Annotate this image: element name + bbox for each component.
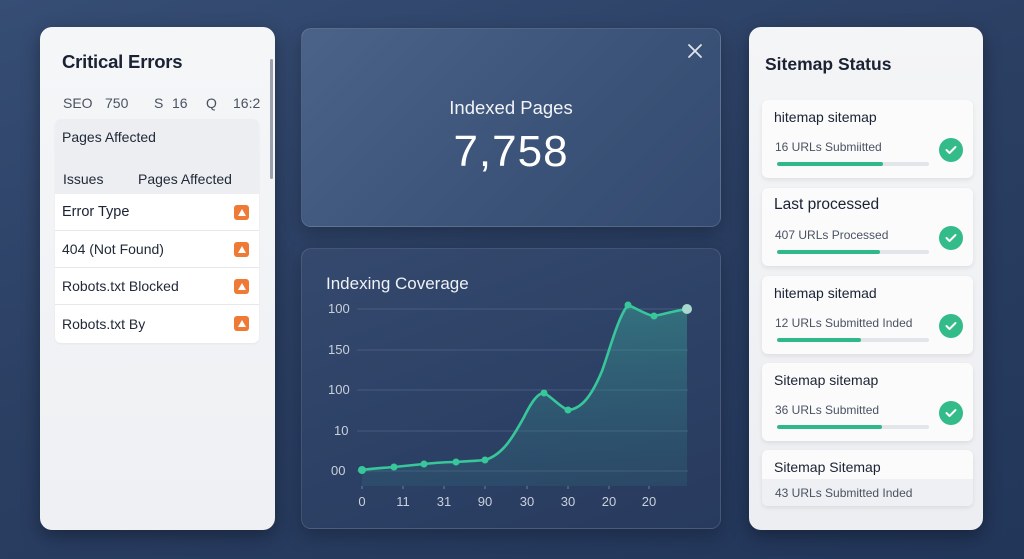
warning-icon xyxy=(234,316,249,331)
sitemap-item[interactable]: Sitemap sitemap 36 URLs Submitted xyxy=(762,363,973,441)
x-tick: 30 xyxy=(560,494,576,509)
table-row[interactable]: Robots.txt By xyxy=(55,305,259,342)
y-tick: 10 xyxy=(334,423,349,438)
indexing-coverage-card: Indexing Coverage xyxy=(301,248,721,529)
sitemap-name: hitemap sitemap xyxy=(774,109,877,125)
table-row[interactable]: 404 (Not Found) xyxy=(55,231,259,268)
data-points xyxy=(358,301,692,474)
table-header: Pages Affected Issues Pages Affected xyxy=(55,119,259,194)
y-tick: 100 xyxy=(328,301,350,316)
check-icon xyxy=(939,138,963,162)
sitemap-name: Sitemap sitemap xyxy=(774,372,879,388)
sitemap-meta: 36 URLs Submitted xyxy=(775,403,880,417)
row-label: Robots.txt By xyxy=(62,315,146,332)
stat-value: 750 xyxy=(105,95,129,111)
sitemap-meta: 407 URLs Processed xyxy=(775,228,889,242)
panel-title: Sitemap Status xyxy=(765,54,892,74)
y-tick: 150 xyxy=(328,342,350,357)
row-label: Robots.txt Blocked xyxy=(62,278,179,294)
check-icon xyxy=(939,401,963,425)
panel-title: Critical Errors xyxy=(62,51,183,72)
x-tick: 0 xyxy=(358,494,366,509)
chart-title: Indexing Coverage xyxy=(326,274,469,293)
stat-value: 16 xyxy=(172,95,188,111)
sitemap-item[interactable]: hitemap sitemap 16 URLs Submiitted xyxy=(762,100,973,178)
stat-label: Q xyxy=(206,95,217,111)
coverage-chart xyxy=(357,301,692,489)
row-label: 404 (Not Found) xyxy=(62,241,164,257)
check-icon xyxy=(939,314,963,338)
sitemap-item[interactable]: Sitemap Sitemap 43 URLs Submitted Inded xyxy=(762,450,973,506)
scrollbar[interactable] xyxy=(270,59,273,179)
table-row[interactable]: Robots.txt Blocked xyxy=(55,268,259,305)
indexed-pages-label: Indexed Pages xyxy=(449,97,573,118)
x-tick: 90 xyxy=(477,494,493,509)
x-tick: 30 xyxy=(519,494,535,509)
indexed-pages-value: 7,758 xyxy=(453,127,569,176)
sitemap-meta: 43 URLs Submitted Inded xyxy=(775,486,913,500)
warning-icon xyxy=(234,242,249,257)
sitemap-name: Last processed xyxy=(774,196,880,213)
sitemap-meta: 12 URLs Submitted Inded xyxy=(775,316,913,330)
warning-icon xyxy=(234,205,249,220)
check-icon xyxy=(939,226,963,250)
stat-label: SEO xyxy=(63,95,93,111)
x-tick: 20 xyxy=(601,494,617,509)
column-header-issues[interactable]: Issues xyxy=(63,171,104,187)
sitemap-meta: 16 URLs Submiitted xyxy=(775,140,882,154)
errors-table: Pages Affected Issues Pages Affected Err… xyxy=(55,119,259,343)
stat-value: 16:2 xyxy=(233,95,261,111)
indexed-pages-card: Indexed Pages 7,758 xyxy=(301,28,721,227)
table-row[interactable]: Error Type xyxy=(55,194,259,231)
sitemap-name: Sitemap Sitemap xyxy=(774,459,881,475)
x-tick: 31 xyxy=(436,494,452,509)
x-tick: 11 xyxy=(396,494,410,509)
close-button[interactable] xyxy=(686,42,704,60)
table-subheader: Pages Affected xyxy=(62,129,156,145)
stat-label: S xyxy=(154,95,164,111)
sitemap-item[interactable]: hitemap sitemad 12 URLs Submitted Inded xyxy=(762,276,973,354)
progress-bar xyxy=(777,338,929,342)
warning-icon xyxy=(234,279,249,294)
sitemap-item[interactable]: Last processed 407 URLs Processed xyxy=(762,188,973,266)
y-tick: 00 xyxy=(331,463,346,478)
progress-bar xyxy=(777,162,929,166)
coverage-area xyxy=(362,305,687,486)
progress-bar xyxy=(777,425,929,429)
close-icon xyxy=(688,44,702,58)
sitemap-name: hitemap sitemad xyxy=(774,285,877,301)
row-label: Error Type xyxy=(62,204,130,220)
x-tick: 20 xyxy=(641,494,657,509)
progress-bar xyxy=(777,250,929,254)
sitemap-status-panel: Sitemap Status hitemap sitemap 16 URLs S… xyxy=(749,27,983,530)
column-header-pages-affected[interactable]: Pages Affected xyxy=(138,171,232,187)
y-tick: 100 xyxy=(328,382,350,397)
